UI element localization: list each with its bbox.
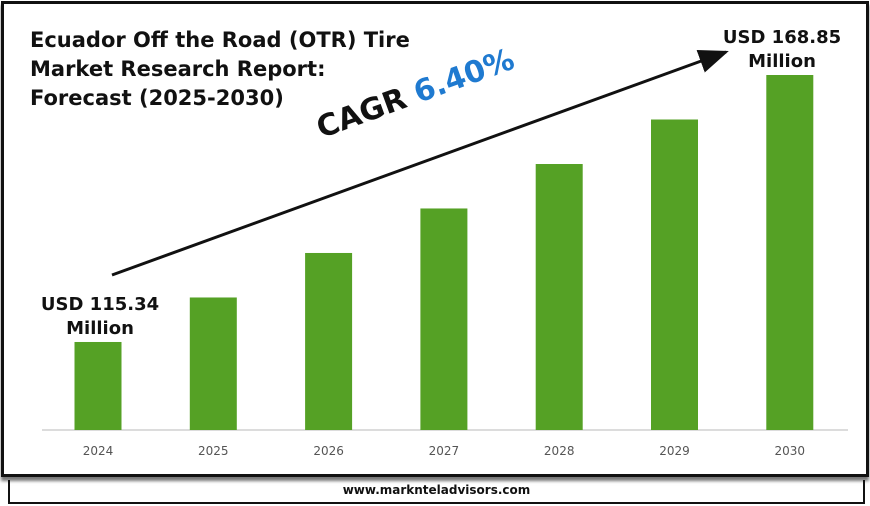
- bar-2029: [651, 119, 698, 430]
- bar-2030: [766, 75, 814, 430]
- bar-2024: [74, 341, 122, 430]
- start-value-label: USD 115.34 Million: [30, 293, 170, 341]
- x-tick-label: 2024: [83, 444, 114, 458]
- bar-2028: [535, 164, 583, 430]
- start-value: USD 115.34: [40, 294, 160, 315]
- footer-website[interactable]: www.marknteladvisors.com: [8, 480, 865, 504]
- end-value: USD 168.85: [722, 27, 842, 48]
- chart-title: Ecuador Off the Road (OTR) Tire Market R…: [30, 28, 410, 110]
- start-unit: Million: [66, 318, 134, 339]
- x-tick-label: 2026: [313, 444, 344, 458]
- x-tick-label: 2025: [198, 444, 229, 458]
- x-tick-label: 2029: [659, 444, 690, 458]
- end-value-label: USD 168.85 Million: [712, 26, 852, 74]
- end-unit: Million: [748, 51, 816, 72]
- bar-2025: [189, 297, 237, 430]
- growth-arrow: [111, 49, 729, 277]
- bar-2026: [305, 252, 353, 430]
- x-tick-label: 2028: [544, 444, 575, 458]
- bar-2027: [420, 208, 468, 430]
- x-tick-label: 2030: [775, 444, 806, 458]
- x-tick-label: 2027: [429, 444, 460, 458]
